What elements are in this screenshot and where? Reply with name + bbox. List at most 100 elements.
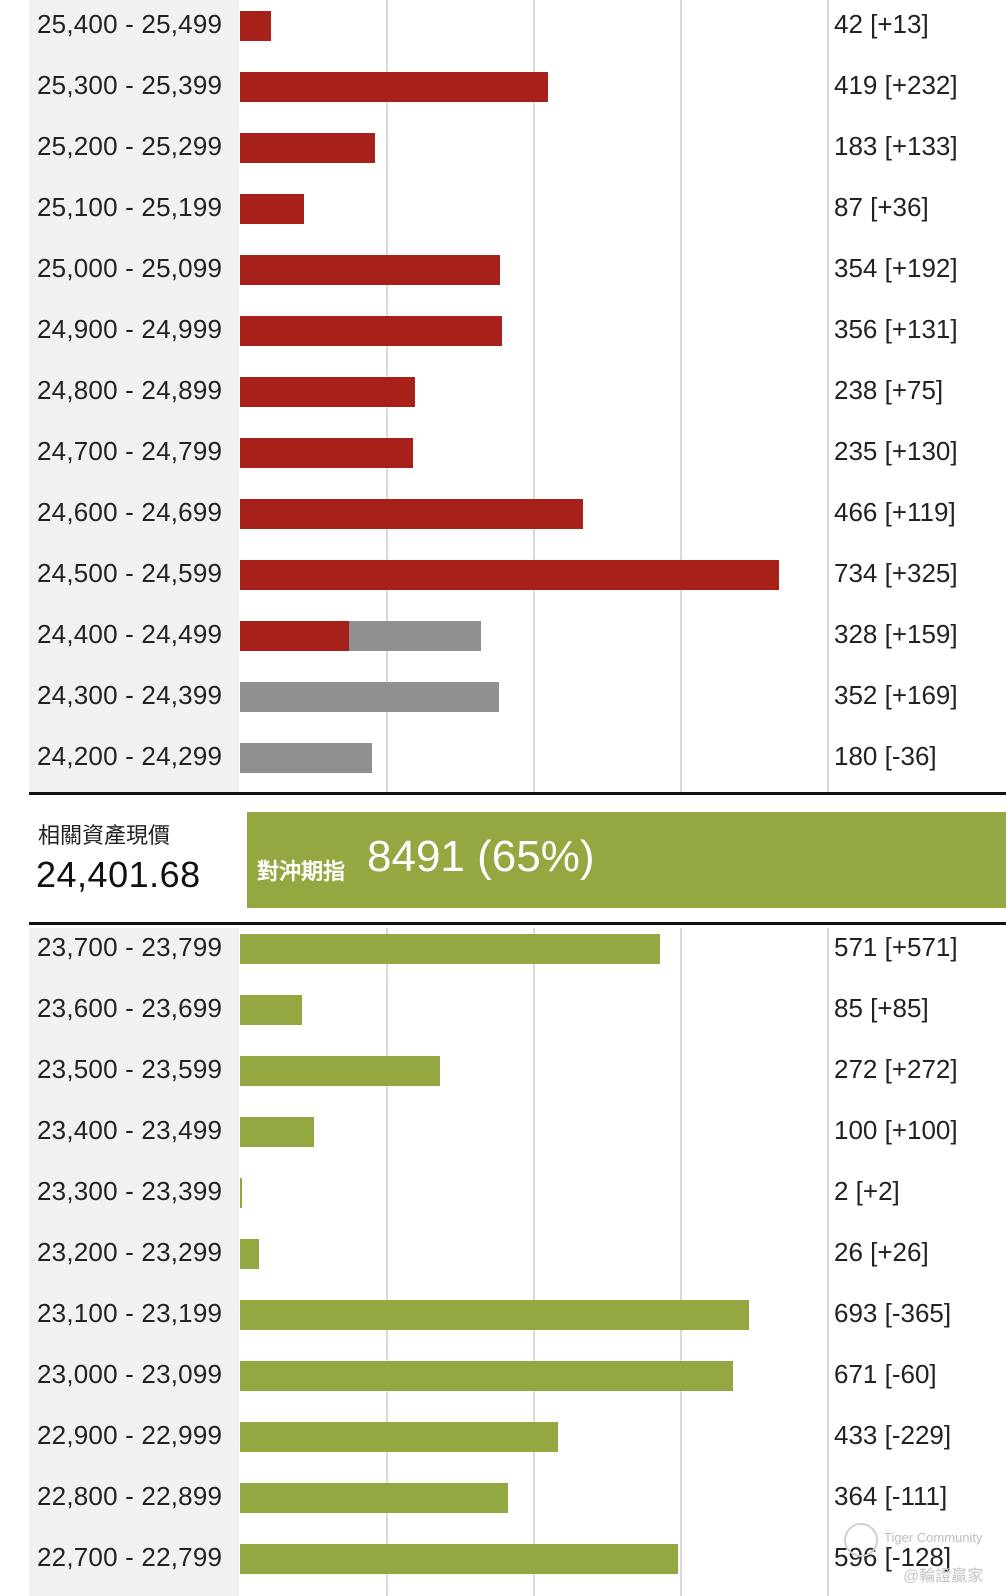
range-label: 24,200 - 24,299 — [37, 741, 223, 771]
value-label: 26 [+26] — [834, 1237, 929, 1267]
chart-row: 24,300 - 24,399 352 [+169] — [0, 666, 1006, 727]
range-label: 24,800 - 24,899 — [37, 375, 223, 405]
bar-segment-put — [240, 1361, 734, 1391]
value-label: 328 [+159] — [834, 619, 958, 649]
bar-segment-put — [240, 1300, 750, 1330]
bar-segment-call — [240, 133, 375, 163]
value-label: 352 [+169] — [834, 680, 958, 710]
chart-row: 22,900 - 22,999 433 [-229] — [0, 1406, 1006, 1467]
value-label: 238 [+75] — [834, 375, 944, 405]
bar-segment-call — [240, 316, 502, 346]
gridline — [533, 928, 535, 1596]
chart-row: 24,600 - 24,699 466 [+119] — [0, 483, 1006, 544]
bar-segment-call — [240, 621, 349, 651]
chart-row: 25,000 - 25,099 354 [+192] — [0, 239, 1006, 300]
value-label: 433 [-229] — [834, 1420, 952, 1450]
range-label: 23,000 - 23,099 — [37, 1359, 223, 1389]
bar-segment-call — [240, 377, 415, 407]
bar-segment-gray — [348, 621, 482, 651]
upper-chart: 25,400 - 25,499 42 [+13] 25,300 - 25,399 41… — [0, 0, 1006, 792]
value-label: 693 [-365] — [834, 1298, 952, 1328]
value-label: 571 [+571] — [834, 932, 958, 962]
bar-segment-put — [240, 1544, 679, 1574]
gridline — [680, 928, 682, 1596]
bar-segment-call — [240, 194, 304, 224]
value-label: 364 [-111] — [834, 1481, 948, 1511]
bar-segment-put — [240, 1239, 260, 1269]
value-label: 183 [+133] — [834, 131, 958, 161]
spot-price-value: 24,401.68 — [36, 854, 201, 895]
chart-row: 23,100 - 23,199 693 [-365] — [0, 1284, 1006, 1345]
value-label: 100 [+100] — [834, 1115, 958, 1145]
range-label: 23,300 - 23,399 — [37, 1176, 223, 1206]
value-label: 466 [+119] — [834, 497, 956, 527]
bar-segment-call — [240, 560, 780, 590]
watermark-text: Tiger Community — [884, 1530, 983, 1545]
bar-segment-put — [240, 1483, 508, 1513]
range-label: 25,100 - 25,199 — [37, 192, 223, 222]
range-label-column — [29, 928, 239, 1596]
range-label: 25,000 - 25,099 — [37, 253, 223, 283]
value-label: 85 [+85] — [834, 993, 929, 1023]
spot-price-title: 相關資產現價 — [38, 823, 171, 848]
range-label: 25,400 - 25,499 — [37, 9, 223, 39]
chart-row: 23,500 - 23,599 272 [+272] — [0, 1040, 1006, 1101]
range-label: 22,900 - 22,999 — [37, 1420, 223, 1450]
bar-segment-call — [240, 72, 548, 102]
watermark-author: @輪證贏家 — [903, 1568, 984, 1585]
range-label: 23,100 - 23,199 — [37, 1298, 223, 1328]
bar-segment-put — [240, 934, 660, 964]
value-label: 180 [-36] — [834, 741, 937, 771]
value-label: 734 [+325] — [834, 558, 958, 588]
chart-row: 24,900 - 24,999 356 [+131] — [0, 300, 1006, 361]
range-label: 25,300 - 25,399 — [37, 70, 223, 100]
range-label: 25,200 - 25,299 — [37, 131, 223, 161]
value-label: 419 [+232] — [834, 70, 958, 100]
gridline — [533, 0, 535, 792]
range-label: 24,900 - 24,999 — [37, 314, 223, 344]
value-label: 87 [+36] — [834, 192, 929, 222]
range-label-column — [29, 0, 239, 792]
divider-top — [29, 792, 1006, 795]
gridline — [386, 928, 388, 1596]
range-label: 23,500 - 23,599 — [37, 1054, 223, 1084]
chart-row: 23,600 - 23,699 85 [+85] — [0, 979, 1006, 1040]
range-label: 24,400 - 24,499 — [37, 619, 223, 649]
range-label: 23,600 - 23,699 — [37, 993, 223, 1023]
bar-segment-gray — [240, 743, 373, 773]
chart-row: 24,800 - 24,899 238 [+75] — [0, 361, 1006, 422]
hedge-value: 8491 (65%) — [367, 832, 595, 881]
chart-row: 23,400 - 23,499 100 [+100] — [0, 1101, 1006, 1162]
chart-row: 25,200 - 25,299 183 [+133] — [0, 117, 1006, 178]
range-label: 23,400 - 23,499 — [37, 1115, 223, 1145]
value-label: 671 [-60] — [834, 1359, 937, 1389]
gridline — [827, 928, 829, 1596]
value-label: 354 [+192] — [834, 253, 958, 283]
bar-segment-call — [240, 438, 413, 468]
value-label: 356 [+131] — [834, 314, 958, 344]
range-label: 24,600 - 24,699 — [37, 497, 223, 527]
range-label: 24,300 - 24,399 — [37, 680, 223, 710]
chart-row: 24,700 - 24,799 235 [+130] — [0, 422, 1006, 483]
chart-row: 24,200 - 24,299 180 [-36] — [0, 727, 1006, 788]
divider-bottom — [29, 922, 1006, 925]
bar-segment-put — [240, 1422, 559, 1452]
chart-row: 23,700 - 23,799 571 [+571] — [0, 918, 1006, 979]
range-label: 24,500 - 24,599 — [37, 558, 223, 588]
bar-segment-put — [240, 1056, 440, 1086]
range-label: 22,700 - 22,799 — [37, 1542, 223, 1572]
gridline — [827, 0, 829, 792]
hedge-label: 對沖期指 — [257, 859, 346, 884]
value-label: 2 [+2] — [834, 1176, 900, 1206]
bar-segment-put — [240, 1178, 242, 1208]
bar-segment-put — [240, 995, 303, 1025]
chart-row: 25,300 - 25,399 419 [+232] — [0, 56, 1006, 117]
chart-row: 25,100 - 25,199 87 [+36] — [0, 178, 1006, 239]
chart-row: 23,000 - 23,099 671 [-60] — [0, 1345, 1006, 1406]
range-label: 23,200 - 23,299 — [37, 1237, 223, 1267]
range-label: 24,700 - 24,799 — [37, 436, 223, 466]
value-label: 42 [+13] — [834, 9, 929, 39]
chart-row: 22,700 - 22,799 596 [-128] — [0, 1528, 1006, 1589]
tiger-logo-icon — [844, 1523, 878, 1557]
chart-row: 23,200 - 23,299 26 [+26] — [0, 1223, 1006, 1284]
